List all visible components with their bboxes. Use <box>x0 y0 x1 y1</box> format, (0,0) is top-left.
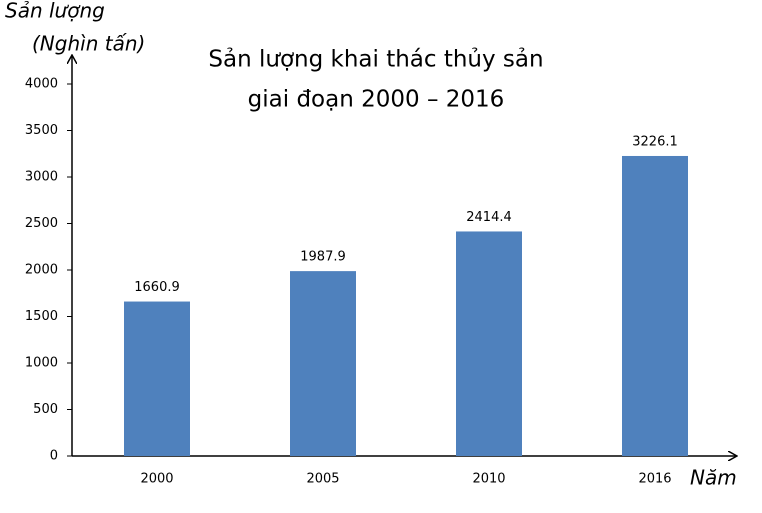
y-tick-label: 1000 <box>25 356 58 371</box>
y-tick-label: 500 <box>33 402 58 417</box>
x-tick-label: 2005 <box>306 472 339 487</box>
y-tick-label: 2000 <box>25 263 58 278</box>
y-tick-label: 2500 <box>25 216 58 231</box>
y-tick-label: 3500 <box>25 123 58 138</box>
chart-title: Sản lượng khai thác thủy sản <box>208 47 543 73</box>
y-axis-label: (Nghìn tấn) <box>32 32 145 56</box>
x-tick-label: 2010 <box>472 472 505 487</box>
chart-title: giai đoạn 2000 – 2016 <box>248 87 505 113</box>
bar <box>124 301 190 456</box>
y-tick-label: 4000 <box>25 77 58 92</box>
y-axis-label: Sản lượng <box>5 0 105 23</box>
x-tick-label: 2016 <box>638 472 671 487</box>
value-label: 2414.4 <box>466 210 512 225</box>
x-axis-label: Năm <box>690 466 737 490</box>
value-label: 3226.1 <box>632 134 678 149</box>
y-tick-label: 0 <box>50 449 58 464</box>
y-tick-label: 3000 <box>25 170 58 185</box>
bar <box>622 155 688 456</box>
y-tick-label: 1500 <box>25 309 58 324</box>
value-label: 1987.9 <box>300 250 346 265</box>
x-tick-label: 2000 <box>140 472 173 487</box>
bar <box>290 271 356 456</box>
bar <box>456 231 522 456</box>
value-label: 1660.9 <box>134 280 180 295</box>
